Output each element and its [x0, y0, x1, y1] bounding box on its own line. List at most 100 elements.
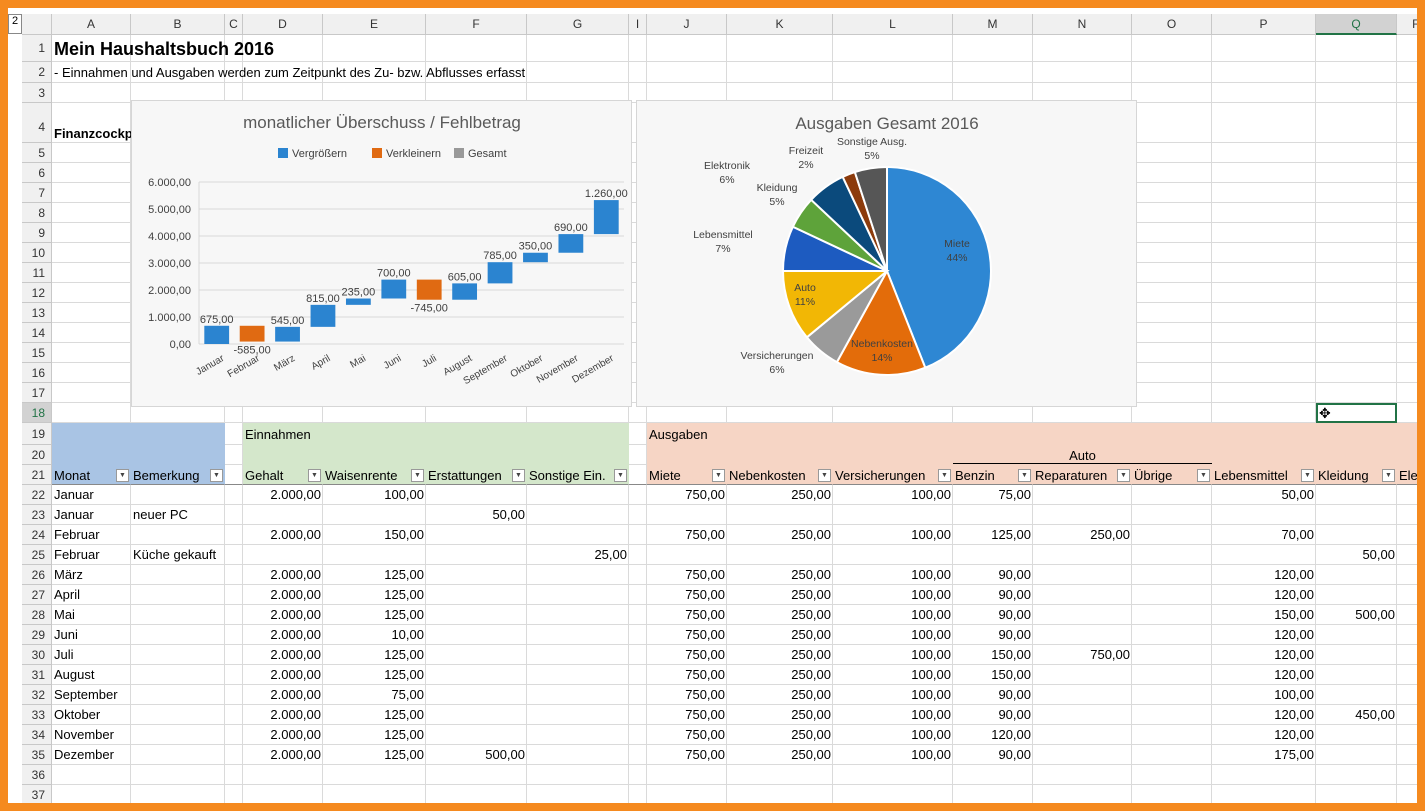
cell-J33[interactable] [647, 705, 727, 725]
cell-R28[interactable] [1397, 605, 1417, 625]
row-header-19[interactable]: 19 [22, 423, 52, 445]
filter-dropdown-icon[interactable]: ▼ [1301, 469, 1314, 482]
cell-value[interactable] [426, 525, 527, 545]
cell-L19[interactable] [833, 423, 953, 445]
cell-O1[interactable] [1132, 35, 1212, 62]
cell-value[interactable]: 70,00 [1281, 527, 1314, 542]
cell-O11[interactable] [1132, 263, 1212, 283]
cell-Q11[interactable] [1316, 263, 1397, 283]
cell-O4[interactable] [1132, 103, 1212, 143]
cell-R3[interactable] [1397, 83, 1417, 103]
cell-O13[interactable] [1132, 303, 1212, 323]
cell-F2[interactable] [426, 62, 527, 83]
cell-B20[interactable] [131, 445, 225, 465]
cell-O5[interactable] [1132, 143, 1212, 163]
cell-Q16[interactable] [1316, 363, 1397, 383]
cell-Q1[interactable] [1316, 35, 1397, 62]
cell-E35[interactable] [323, 745, 426, 765]
cell-value[interactable] [1316, 665, 1397, 685]
cell-B31[interactable] [131, 665, 225, 685]
cell-value[interactable] [426, 625, 527, 645]
cell-G35[interactable] [527, 745, 629, 765]
cell-P21[interactable] [1212, 465, 1316, 485]
cell-D36[interactable] [243, 765, 323, 785]
cell-value[interactable] [833, 545, 953, 565]
cell-Q13[interactable] [1316, 303, 1397, 323]
cell-M21[interactable] [953, 465, 1033, 485]
cell-F28[interactable] [426, 605, 527, 625]
cell-value[interactable]: 2.000,00 [270, 567, 321, 582]
cell-P34[interactable] [1212, 725, 1316, 745]
cell-A8[interactable] [52, 203, 131, 223]
cell-value[interactable] [1033, 585, 1132, 605]
filter-dropdown-icon[interactable]: ▼ [1018, 469, 1031, 482]
row-header-24[interactable]: 24 [22, 525, 52, 545]
cell-B22[interactable] [131, 485, 225, 505]
cell-value[interactable] [527, 645, 629, 665]
cell-value[interactable]: 120,00 [1274, 627, 1314, 642]
cell-O34[interactable] [1132, 725, 1212, 745]
cell-B29[interactable] [131, 625, 225, 645]
cell-O17[interactable] [1132, 383, 1212, 403]
cell-Q23[interactable] [1316, 505, 1397, 525]
cell-J1[interactable] [647, 35, 727, 62]
cell-value[interactable]: 125,00 [384, 707, 424, 722]
cell-A2[interactable] [52, 62, 131, 83]
column-header-Q[interactable]: Q [1316, 14, 1397, 35]
cell-R1[interactable] [1397, 35, 1417, 62]
cell-L36[interactable] [833, 765, 953, 785]
cell-D20[interactable] [243, 445, 323, 465]
cell-value[interactable] [1033, 705, 1132, 725]
cell-R34[interactable] [1397, 725, 1417, 745]
cell-R21[interactable] [1397, 465, 1417, 485]
cell-L35[interactable] [833, 745, 953, 765]
cell-value[interactable] [131, 665, 225, 685]
cell-D21[interactable] [243, 465, 323, 485]
cell-value[interactable]: Februar [54, 527, 100, 542]
cell-F24[interactable] [426, 525, 527, 545]
cell-J24[interactable] [647, 525, 727, 545]
cell-G1[interactable] [527, 35, 629, 62]
cell-B30[interactable] [131, 645, 225, 665]
cell-O15[interactable] [1132, 343, 1212, 363]
row-header-37[interactable]: 37 [22, 785, 52, 803]
cell-F33[interactable] [426, 705, 527, 725]
cell-R22[interactable] [1397, 485, 1417, 505]
cell-R33[interactable] [1397, 705, 1417, 725]
cell-O26[interactable] [1132, 565, 1212, 585]
row-header-30[interactable]: 30 [22, 645, 52, 665]
cell-C21[interactable] [225, 465, 243, 485]
cell-value[interactable]: 250,00 [791, 667, 831, 682]
row-header-22[interactable]: 22 [22, 485, 52, 505]
cell-value[interactable]: 90,00 [998, 567, 1031, 582]
cell-M29[interactable] [953, 625, 1033, 645]
cell-value[interactable]: 750,00 [685, 727, 725, 742]
row-header-29[interactable]: 29 [22, 625, 52, 645]
select-all-corner[interactable] [22, 14, 52, 35]
cell-value[interactable]: 2.000,00 [270, 587, 321, 602]
row-header-17[interactable]: 17 [22, 383, 52, 403]
cell-K27[interactable] [727, 585, 833, 605]
cell-F22[interactable] [426, 485, 527, 505]
cell-C19[interactable] [225, 423, 243, 445]
cell-F25[interactable] [426, 545, 527, 565]
cell-P18[interactable] [1212, 403, 1316, 423]
cell-value[interactable] [527, 605, 629, 625]
cell-K25[interactable] [727, 545, 833, 565]
cell-N27[interactable] [1033, 585, 1132, 605]
cell-value[interactable]: 120,00 [1274, 587, 1314, 602]
cell-R9[interactable] [1397, 223, 1417, 243]
cell-value[interactable] [953, 505, 1033, 525]
column-header-J[interactable]: J [647, 14, 727, 35]
cell-value[interactable] [527, 625, 629, 645]
cell-Q4[interactable] [1316, 103, 1397, 143]
cell-Q29[interactable] [1316, 625, 1397, 645]
cell-Q30[interactable] [1316, 645, 1397, 665]
cell-Q28[interactable] [1316, 605, 1397, 625]
cell-D30[interactable] [243, 645, 323, 665]
cell-I33[interactable] [629, 705, 647, 725]
cell-value[interactable]: Februar [54, 547, 100, 562]
cell-N29[interactable] [1033, 625, 1132, 645]
cell-value[interactable]: 50,00 [492, 507, 525, 522]
cell-R15[interactable] [1397, 343, 1417, 363]
